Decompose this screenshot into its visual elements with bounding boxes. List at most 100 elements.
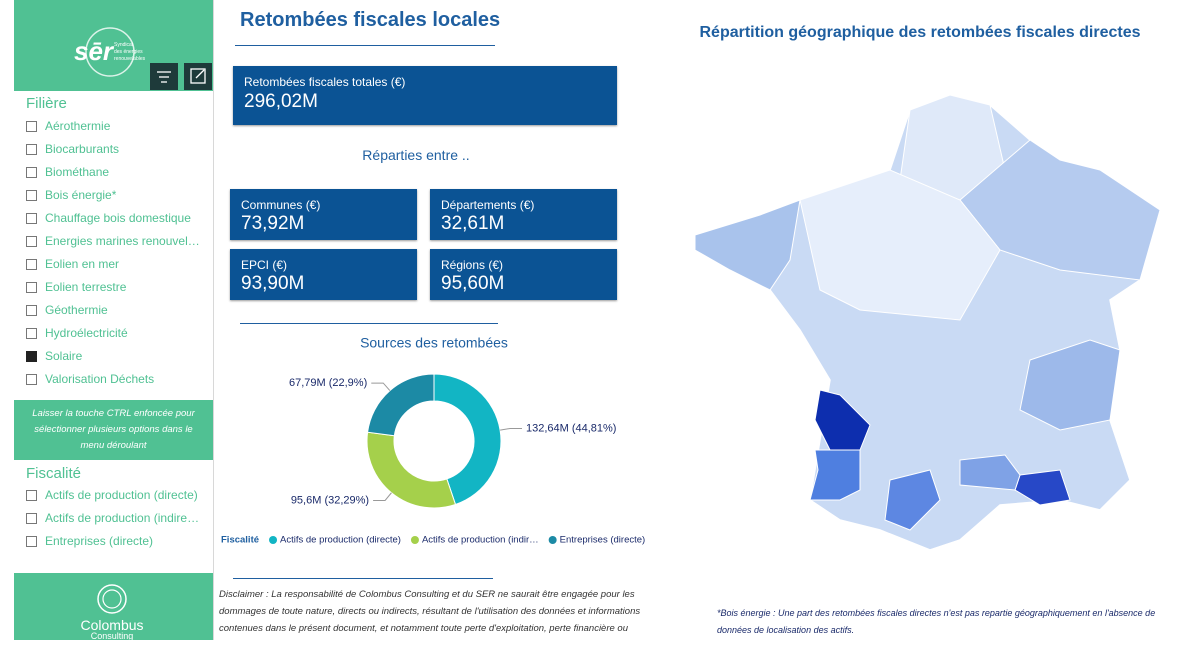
filter-label: Biocarburants (45, 142, 120, 156)
region-shape (959, 139, 1161, 281)
donut-slice (366, 431, 457, 509)
data-label: 132,64M (44,81%) (526, 422, 617, 434)
expand-button[interactable] (184, 63, 212, 90)
filter-item[interactable]: Actifs de production (directe) (26, 488, 198, 502)
sidebar: sēr Syndicat des énergies renouvelables … (0, 0, 214, 641)
colombus-logo: Colombus Consulting (14, 573, 213, 641)
kpi-value: 296,02M (244, 91, 318, 112)
legend-title: Fiscalité (221, 535, 259, 546)
ser-logo: sēr Syndicat des énergies renouvelables (74, 27, 146, 77)
kpi-value: 93,90M (241, 273, 305, 294)
filter-item[interactable]: Actifs de production (indire… (26, 511, 199, 525)
filter-item[interactable]: Energies marines renouvel… (26, 234, 200, 248)
kpi-card: EPCI (€) 93,90M (230, 249, 417, 300)
checkbox[interactable] (26, 373, 37, 385)
kpi-label: Communes (€) (241, 198, 321, 212)
checkbox[interactable] (26, 327, 37, 339)
kpi-total: Retombées fiscales totales (€) 296,02M (233, 66, 617, 125)
legend-swatch (269, 536, 278, 544)
svg-text:Syndicat: Syndicat (114, 42, 134, 48)
chart-title: Sources des retombées (360, 335, 508, 351)
logo-area: sēr Syndicat des énergies renouvelables (14, 0, 213, 91)
filter-item[interactable]: Eolien en mer (26, 257, 119, 271)
filter-item[interactable]: Solaire (26, 349, 82, 363)
map-title: Répartition géographique des retombées f… (699, 24, 1141, 41)
filter-item[interactable]: Bois énergie* (26, 188, 116, 202)
region-shape (694, 199, 801, 291)
filter-label: Hydroélectricité (45, 326, 128, 340)
region-shape (959, 454, 1021, 491)
filter-label: Actifs de production (directe) (45, 488, 198, 502)
title-rule (235, 45, 495, 46)
filter-item[interactable]: Chauffage bois domestique (26, 211, 191, 225)
region-shape (1019, 339, 1121, 431)
filter-label: Biométhane (45, 165, 110, 179)
filter-item[interactable]: Hydroélectricité (26, 326, 128, 340)
disclaimer: Disclaimer : La responsabilité de Colomb… (219, 589, 641, 634)
checkbox[interactable] (26, 281, 37, 293)
checkbox[interactable] (26, 212, 37, 224)
leader-line (373, 492, 392, 501)
checkbox[interactable] (26, 535, 37, 547)
kpi-value: 32,61M (441, 213, 505, 234)
checkbox[interactable] (26, 512, 37, 524)
legend-swatch (410, 536, 419, 544)
checkbox[interactable] (26, 304, 37, 316)
logo-subtext: Consulting (91, 631, 134, 640)
disclaimer-rule (233, 578, 493, 579)
page-title: Retombées fiscales locales (240, 9, 501, 31)
kpi-card: Départements (€) 32,61M (430, 189, 617, 240)
filter-label: Energies marines renouvel… (45, 234, 200, 248)
kpi-label: Départements (€) (441, 198, 535, 212)
checkbox[interactable] (26, 189, 37, 201)
kpi-value: 95,60M (441, 273, 505, 294)
kpi-card: Communes (€) 73,92M (230, 189, 417, 240)
filter-item[interactable]: Valorisation Déchets (26, 372, 154, 386)
filter-item[interactable]: Eolien terrestre (26, 280, 126, 294)
map-footnote: *Bois énergie : Une part des retombées f… (717, 608, 1156, 635)
sources-rule (240, 323, 498, 324)
filter-item[interactable]: Biométhane (26, 165, 109, 179)
leader-line (371, 382, 391, 391)
filter-button[interactable] (150, 63, 178, 90)
svg-text:sēr: sēr (74, 36, 115, 66)
donut-chart: Sources des retombées 132,64M (44,81%) 95… (221, 335, 646, 546)
kpi-label: Retombées fiscales totales (€) (244, 75, 406, 89)
donut-slice (433, 373, 502, 506)
checkbox[interactable] (26, 350, 37, 362)
leader-line (500, 428, 522, 431)
kpi-label: Régions (€) (441, 258, 504, 272)
split-title: Réparties entre .. (362, 147, 470, 163)
data-label: 67,79M (22,9%) (289, 377, 367, 389)
filter-item[interactable]: Entreprises (directe) (26, 534, 153, 548)
filter-label: Valorisation Déchets (45, 372, 155, 386)
checkbox[interactable] (26, 143, 37, 155)
kpi-value: 73,92M (241, 213, 305, 234)
donut-slice (367, 373, 435, 437)
region-shape (799, 169, 1001, 321)
filter-item[interactable]: Biocarburants (26, 142, 119, 156)
checkbox[interactable] (26, 166, 37, 178)
kpi-label: EPCI (€) (241, 258, 288, 272)
filter-label: Chauffage bois domestique (45, 211, 191, 225)
svg-text:renouvelables: renouvelables (114, 56, 146, 62)
legend-label: Actifs de production (directe) (280, 535, 401, 546)
filter-item[interactable]: Aérothermie (26, 119, 110, 133)
checkbox[interactable] (26, 120, 37, 132)
region-shape (809, 449, 861, 501)
checkbox[interactable] (26, 489, 37, 501)
svg-text:des énergies: des énergies (114, 49, 143, 55)
filter-label: Actifs de production (indire… (45, 511, 200, 525)
legend-label: Entreprises (directe) (560, 535, 646, 546)
legend-swatch (548, 536, 557, 544)
filter-label: Aérothermie (45, 119, 111, 133)
filter-item[interactable]: Géothermie (26, 303, 108, 317)
filter-label: Géothermie (45, 303, 108, 317)
filter-label: Bois énergie* (45, 188, 117, 202)
region-shape (884, 469, 941, 531)
filter-label: Eolien en mer (45, 257, 120, 271)
hint: Laisser la touche CTRL enfoncée pour sél… (14, 400, 213, 460)
checkbox[interactable] (26, 258, 37, 270)
checkbox[interactable] (26, 235, 37, 247)
